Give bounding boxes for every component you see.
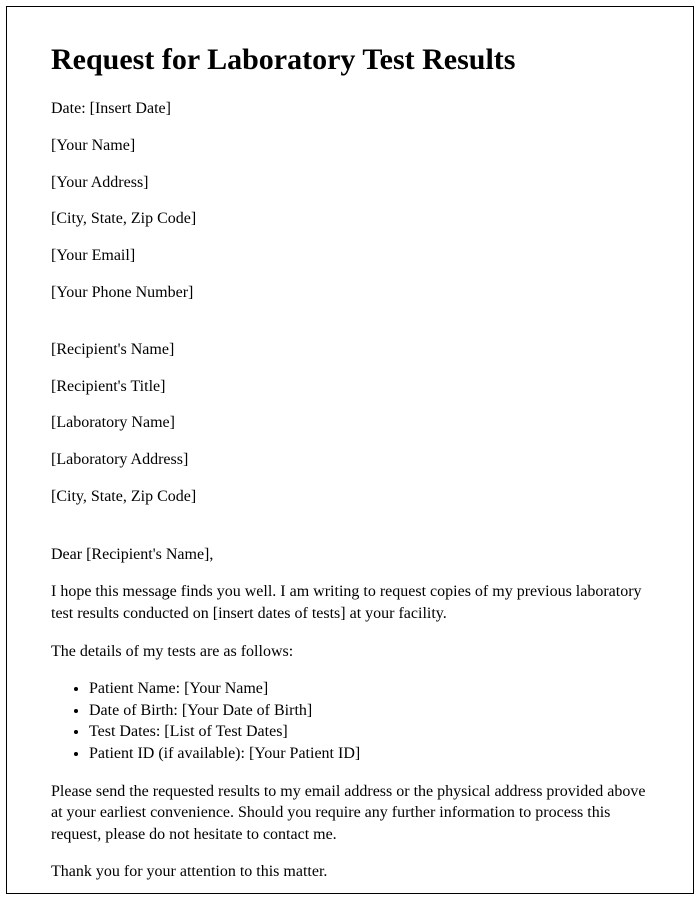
thanks-paragraph: Thank you for your attention to this mat… — [51, 861, 649, 883]
sender-date: Date: [Insert Date] — [51, 99, 649, 120]
lab-address: [Laboratory Address] — [51, 450, 649, 471]
list-item: Patient ID (if available): [Your Patient… — [89, 743, 649, 765]
list-item: Patient Name: [Your Name] — [89, 678, 649, 700]
sender-phone: [Your Phone Number] — [51, 283, 649, 304]
recipient-title: [Recipient's Title] — [51, 377, 649, 398]
details-list: Patient Name: [Your Name] Date of Birth:… — [89, 678, 649, 764]
document-page: Request for Laboratory Test Results Date… — [6, 6, 694, 894]
request-paragraph: Please send the requested results to my … — [51, 781, 649, 846]
sender-city-state-zip: [City, State, Zip Code] — [51, 209, 649, 230]
section-gap — [51, 524, 649, 544]
list-item: Test Dates: [List of Test Dates] — [89, 721, 649, 743]
sender-address: [Your Address] — [51, 173, 649, 194]
recipient-name: [Recipient's Name] — [51, 340, 649, 361]
list-item: Date of Birth: [Your Date of Birth] — [89, 700, 649, 722]
salutation: Dear [Recipient's Name], — [51, 544, 649, 566]
lab-name: [Laboratory Name] — [51, 413, 649, 434]
sender-email: [Your Email] — [51, 246, 649, 267]
details-lead: The details of my tests are as follows: — [51, 641, 649, 663]
recipient-city-state-zip: [City, State, Zip Code] — [51, 487, 649, 508]
intro-paragraph: I hope this message finds you well. I am… — [51, 581, 649, 624]
page-title: Request for Laboratory Test Results — [51, 43, 649, 77]
sender-name: [Your Name] — [51, 136, 649, 157]
section-gap — [51, 320, 649, 340]
